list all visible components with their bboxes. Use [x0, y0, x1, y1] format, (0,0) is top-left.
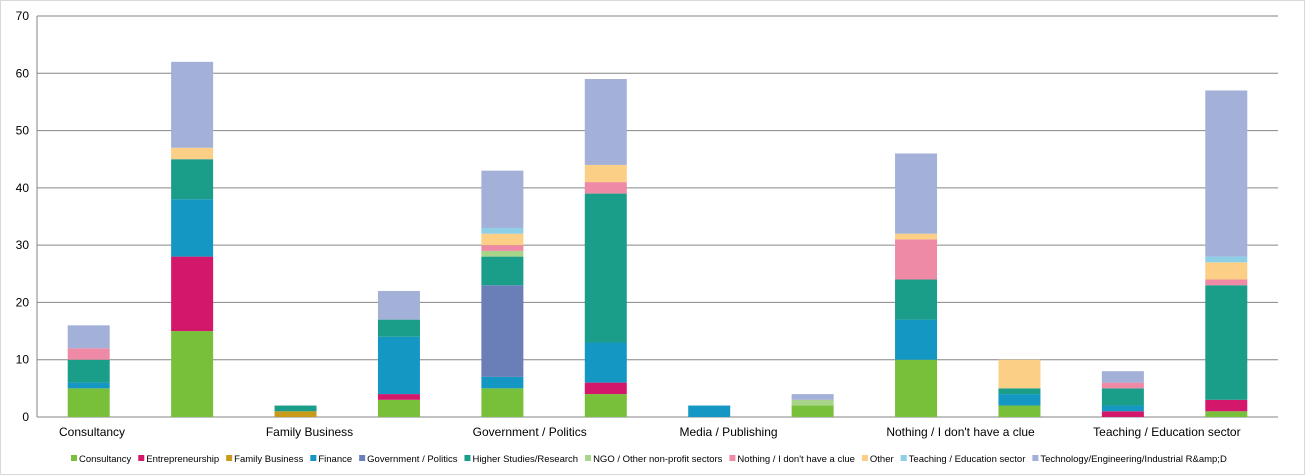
y-tick-label: 10	[16, 353, 30, 367]
bar-segment	[1205, 285, 1248, 400]
bar-segment	[481, 227, 524, 234]
x-category-label: Nothing / I don't have a clue	[886, 425, 1035, 439]
legend-label: Teaching / Education sector	[909, 454, 1026, 465]
bar-segment	[481, 388, 524, 417]
legend-label: Higher Studies/Research	[472, 454, 578, 465]
legend-swatch	[71, 455, 77, 461]
bar-segment	[584, 342, 627, 383]
bar-segment	[171, 147, 214, 160]
bar-segment	[1101, 411, 1144, 417]
legend-label: Finance	[318, 454, 352, 465]
x-category-label: Teaching / Education sector	[1093, 425, 1240, 439]
bar-segment	[584, 164, 627, 183]
bar-segment	[688, 405, 731, 417]
bar-segment	[274, 405, 317, 412]
bar-segment	[895, 279, 938, 320]
legend-swatch	[138, 455, 145, 461]
bar-segment	[584, 394, 627, 417]
bar-segment	[481, 245, 524, 251]
legend-swatch	[900, 455, 907, 461]
bar-segment	[67, 382, 110, 389]
bar-segment	[481, 256, 524, 286]
legend-swatch	[585, 455, 592, 461]
bar-segment	[1101, 405, 1144, 412]
x-category-label: Government / Politics	[473, 425, 587, 439]
bar-segment	[481, 233, 524, 246]
bar-segment	[377, 319, 420, 337]
bar-segment	[1101, 388, 1144, 406]
bar-segment	[895, 319, 938, 360]
bar-segment	[998, 405, 1041, 417]
bar-segment	[584, 182, 627, 194]
bar-segment	[791, 399, 834, 406]
y-tick-label: 70	[16, 9, 30, 23]
bar-segment	[584, 79, 627, 165]
bar-segment	[998, 359, 1041, 389]
bar-segment	[1205, 399, 1248, 412]
legend-swatch	[359, 455, 366, 461]
bar-segment	[481, 170, 524, 228]
bar-segment	[584, 382, 627, 395]
bar-segment	[791, 394, 834, 400]
bar-segment	[67, 325, 110, 349]
bar-segment	[1101, 371, 1144, 383]
legend-label: Technology/Engineering/Industrial R&amp;…	[1040, 454, 1227, 465]
bar-segment	[895, 239, 938, 280]
x-category-label: Media / Publishing	[680, 425, 778, 439]
legend-swatch	[310, 455, 317, 461]
legend-swatch	[464, 455, 471, 461]
legend-label: Government / Politics	[367, 454, 458, 465]
y-tick-label: 0	[22, 410, 29, 424]
bar-segment	[171, 256, 214, 332]
legend-label: Entrepreneurship	[146, 454, 219, 465]
bar-segment	[377, 394, 420, 400]
y-tick-label: 30	[16, 238, 30, 252]
legend-label: Consultancy	[79, 454, 132, 465]
bar-segment	[377, 399, 420, 417]
x-category-label: Family Business	[266, 425, 353, 439]
y-tick-label: 50	[16, 124, 30, 138]
bar-segment	[171, 331, 214, 417]
y-tick-label: 60	[16, 66, 30, 80]
y-tick-label: 20	[16, 295, 30, 309]
bar-segment	[67, 388, 110, 417]
legend-label: Nothing / I don't have a clue	[737, 454, 854, 465]
bar-segment	[1205, 90, 1248, 257]
bar-segment	[481, 285, 524, 377]
bar-segment	[67, 359, 110, 383]
bar-segment	[1205, 279, 1248, 286]
legend-swatch	[1032, 455, 1039, 461]
bar-segment	[481, 250, 524, 257]
bar-segment	[171, 61, 214, 148]
legend-label: Other	[870, 454, 894, 465]
bar-segment	[274, 411, 317, 417]
bar-segment	[1205, 411, 1248, 417]
bar-segment	[67, 348, 110, 360]
bar-segment	[998, 394, 1041, 406]
bar-segment	[377, 290, 420, 320]
bar-segment	[584, 193, 627, 343]
legend-label: NGO / Other non-profit sectors	[593, 454, 723, 465]
bar-segment	[481, 376, 524, 389]
legend-swatch	[729, 455, 736, 461]
bar-segment	[171, 159, 214, 200]
bar-segment	[895, 359, 938, 417]
bar-segment	[1101, 382, 1144, 389]
y-tick-label: 40	[16, 181, 30, 195]
legend-label: Family Business	[234, 454, 303, 465]
legend-swatch	[861, 455, 868, 461]
bar-segment	[1205, 256, 1248, 263]
bar-segment	[895, 153, 938, 234]
bar-segment	[791, 405, 834, 417]
bar-segment	[377, 336, 420, 395]
bar-segment	[998, 388, 1041, 395]
legend-swatch	[226, 455, 233, 461]
x-category-label: Consultancy	[59, 425, 125, 439]
bar-segment	[171, 199, 214, 257]
bar-segment	[1205, 262, 1248, 280]
bar-segment	[895, 233, 938, 240]
